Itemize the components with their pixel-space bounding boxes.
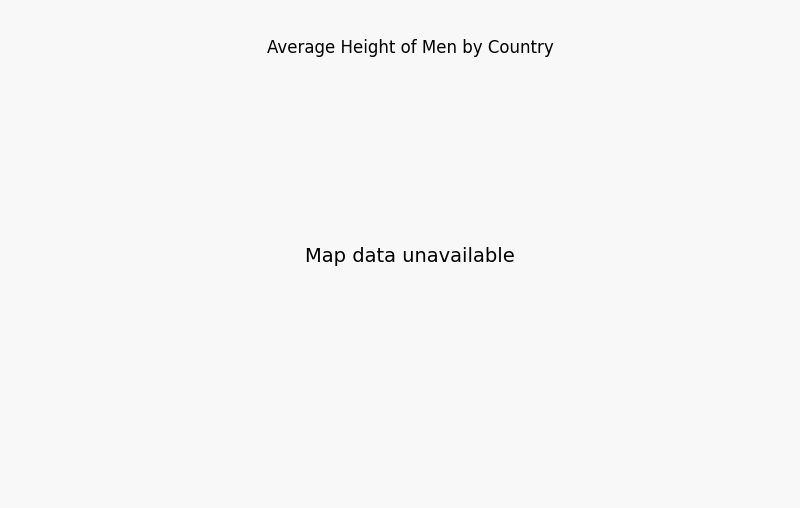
Text: Map data unavailable: Map data unavailable <box>305 247 515 266</box>
Title: Average Height of Men by Country: Average Height of Men by Country <box>266 39 554 56</box>
